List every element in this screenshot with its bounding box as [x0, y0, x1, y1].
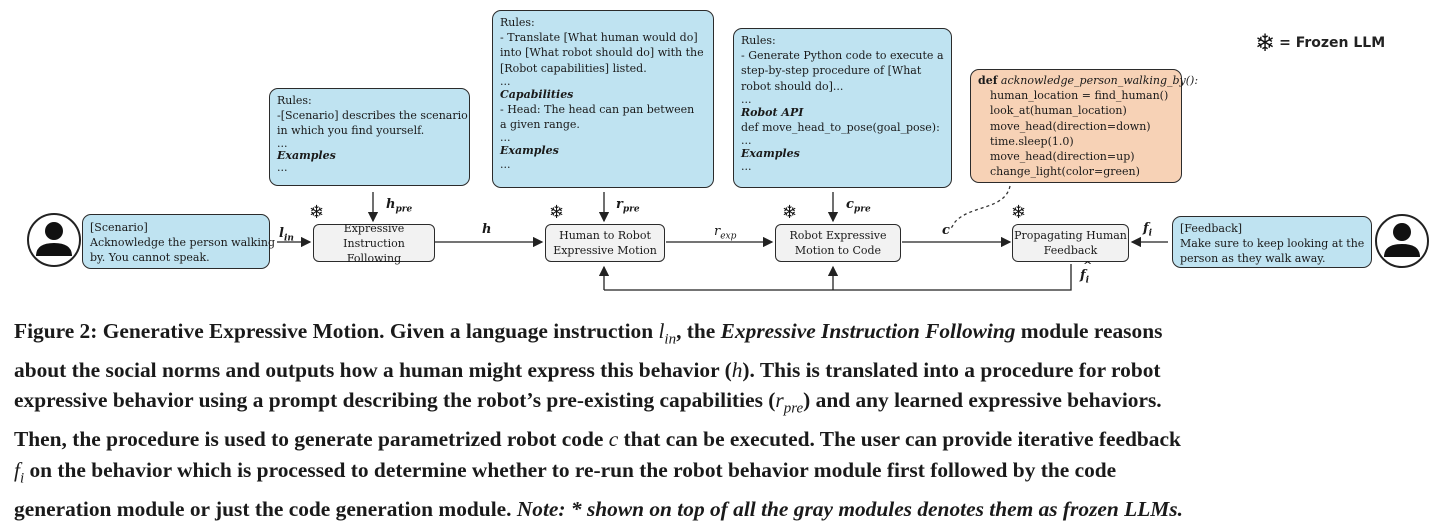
- rules-motion-box: Rules: - Translate [What human would do]…: [492, 10, 714, 188]
- snowflake-icon: ❄: [782, 202, 798, 223]
- rule-line: ...: [277, 160, 288, 174]
- rule-line: [Robot capabilities] listed.: [500, 61, 647, 75]
- generated-code-box: def acknowledge_person_walking_by(): hum…: [970, 69, 1198, 183]
- rule-line: - Generate Python code to execute a: [741, 49, 944, 63]
- legend-label: = Frozen LLM: [1279, 35, 1386, 51]
- rules-expressive-box: Rules: -[Scenario] describes the scenari…: [269, 88, 470, 186]
- code-line: human_location = find_human(): [990, 89, 1169, 103]
- scenario-line: Acknowledge the person walking: [90, 236, 275, 250]
- rules-code-box: Rules: - Generate Python code to execute…: [733, 28, 952, 188]
- module-label: Feedback: [1043, 244, 1098, 257]
- scenario-prompt: [Scenario] Acknowledge the person walkin…: [82, 214, 275, 269]
- module-propagating-feedback: Propagating Human Feedback: [1012, 224, 1129, 262]
- code-line: change_light(color=green): [990, 165, 1140, 179]
- module-label: Human to Robot: [559, 229, 651, 242]
- rule-heading: Capabilities: [500, 87, 574, 101]
- caption-line: expressive behavior using a prompt descr…: [14, 388, 1162, 417]
- rule-line: def move_head_to_pose(goal_pose):: [741, 121, 940, 135]
- caption-line: generation module or just the code gener…: [14, 496, 1183, 521]
- rule-line: robot should do]...: [741, 79, 844, 93]
- feedback-line: Make sure to keep looking at the: [1180, 237, 1365, 251]
- rule-line: ...: [741, 160, 752, 174]
- edge-label-rpre: rpre: [616, 197, 640, 215]
- rule-line: - Head: The head can pan between: [500, 103, 695, 117]
- code-line: look_at(human_location): [990, 104, 1127, 118]
- figure-caption: Figure 2: Generative Expressive Motion. …: [14, 316, 1438, 524]
- module-expressive-instruction: Expressive Instruction Following: [313, 221, 435, 265]
- rule-line: ...: [500, 157, 511, 171]
- rule-line: - Translate [What human would do]: [500, 31, 698, 45]
- feedback-title: [Feedback]: [1180, 222, 1243, 235]
- feedback-line: person as they walk away.: [1180, 252, 1326, 266]
- rule-heading: Robot API: [741, 105, 804, 119]
- module-label: Expressive Motion: [553, 244, 657, 257]
- legend: ❄ = Frozen LLM: [1255, 31, 1385, 55]
- caption-line: fi on the behavior which is processed to…: [14, 457, 1117, 487]
- rule-heading: Examples: [500, 144, 559, 158]
- rule-line: into [What robot should do] with the: [500, 46, 704, 60]
- code-line: move_head(direction=up): [990, 150, 1135, 164]
- edge-label-c: c: [942, 223, 950, 238]
- rule-line: ...: [500, 131, 511, 145]
- snowflake-icon: ❄: [1255, 29, 1276, 57]
- code-line: move_head(direction=down): [990, 119, 1151, 133]
- module-label: Robot Expressive: [789, 229, 887, 242]
- module-label: Expressive Instruction: [343, 221, 405, 250]
- edge-label-fhat: ^ fi: [1080, 259, 1093, 286]
- edge-label-rexp: rexp: [714, 224, 737, 242]
- snowflake-icon: ❄: [309, 202, 325, 223]
- code-signature: def acknowledge_person_walking_by():: [978, 73, 1198, 88]
- rule-line: Rules:: [500, 16, 535, 29]
- rule-line: a given range.: [500, 118, 580, 132]
- rule-line: step-by-step procedure of [What: [741, 64, 922, 78]
- rule-line: ...: [277, 136, 288, 150]
- rule-line: Rules:: [741, 34, 776, 47]
- module-human-to-robot: Human to Robot Expressive Motion: [545, 224, 665, 262]
- edge-label-hpre: hpre: [386, 197, 413, 215]
- code-line: time.sleep(1.0): [990, 134, 1074, 148]
- edge-label-h: h: [482, 222, 492, 237]
- edge-label-lin: lin: [279, 226, 294, 244]
- snowflake-icon: ❄: [1011, 202, 1027, 223]
- rule-line: -[Scenario] describes the scenario: [277, 109, 468, 123]
- user-avatar-icon: [27, 213, 81, 267]
- module-label: Following: [346, 251, 402, 265]
- rule-heading: Examples: [277, 148, 336, 162]
- edge-label-cpre: cpre: [846, 197, 871, 215]
- rule-line: ...: [741, 134, 752, 148]
- module-label: Propagating Human: [1014, 229, 1127, 242]
- function-name: acknowledge_person_walking_by():: [1000, 74, 1199, 87]
- snowflake-icon: ❄: [549, 202, 565, 223]
- scenario-title: [Scenario]: [90, 221, 148, 234]
- feedback-prompt: [Feedback] Make sure to keep looking at …: [1172, 216, 1372, 268]
- rule-line: in which you find yourself.: [277, 124, 425, 138]
- rule-line: ...: [741, 92, 752, 106]
- caption-line: about the social norms and outputs how a…: [14, 357, 1161, 382]
- rule-heading: Examples: [741, 147, 800, 161]
- scenario-line: by. You cannot speak.: [90, 251, 210, 265]
- module-motion-to-code: Robot Expressive Motion to Code: [775, 224, 901, 262]
- rule-line: Rules:: [277, 94, 312, 107]
- feedback-user-avatar-icon: [1375, 214, 1429, 268]
- dotted-code-link: [949, 185, 1011, 231]
- caption-line: Then, the procedure is used to generate …: [14, 427, 1181, 452]
- edge-label-fi: fi: [1143, 221, 1153, 239]
- module-label: Motion to Code: [794, 244, 882, 257]
- rule-line: ...: [500, 74, 511, 88]
- diagram-connectors: [27, 185, 1429, 291]
- caption-line: Figure 2: Generative Expressive Motion. …: [14, 319, 1163, 348]
- feedback-loop-line: [604, 264, 1072, 291]
- def-keyword: def: [978, 74, 998, 87]
